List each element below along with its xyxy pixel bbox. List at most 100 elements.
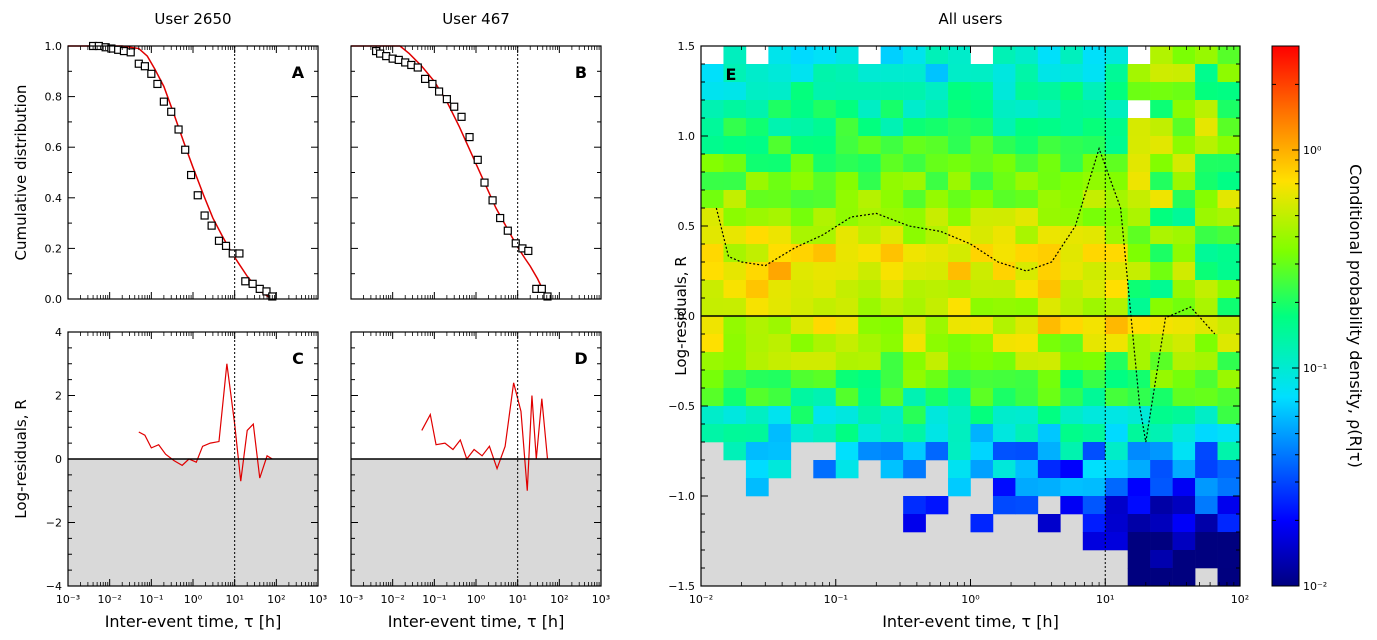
panel-b-data-point [511, 239, 520, 248]
panel-d-xlabel: Inter-event time, τ [h] [388, 612, 565, 631]
panel-e-heat-cell [880, 136, 904, 155]
panel-a-data-point [241, 277, 250, 286]
panel-e-heat-cell [1195, 172, 1218, 191]
panel-e-heat-cell [768, 190, 792, 209]
panel-e-heat-cell [1195, 244, 1218, 263]
panel-e-heat-cell [813, 64, 837, 83]
panel-e-heat-cell [1172, 64, 1196, 83]
colorbar-label: Conditional probability density, ρ(R|τ) [1346, 164, 1365, 468]
panel-e-heat-cell [880, 352, 904, 371]
panel-e-heat-cell [835, 190, 859, 209]
panel-e-heat-cell [1060, 154, 1084, 173]
panel-e-heat-cell [768, 298, 792, 317]
panel-e-heat-cell [813, 460, 837, 479]
panel-e-heat-cell [925, 190, 949, 209]
panel-e-heat-cell [1195, 280, 1218, 299]
panel-e-heat-cell [1060, 316, 1084, 335]
panel-e-heat-cell [880, 172, 904, 191]
panel-e-heat-cell [992, 154, 1016, 173]
panel-e-heat-cell [1217, 424, 1241, 443]
panel-e-heat-cell [745, 82, 769, 101]
panel-e-heat-cell [1037, 334, 1061, 353]
panel-e-heat-cell [1105, 244, 1129, 263]
panel-e-heat-cell [903, 100, 926, 119]
panel-e-heat-cell [835, 334, 859, 353]
panel-e-heat-cell [948, 280, 971, 299]
panel-e-heat-cell [1172, 568, 1196, 587]
panel-e-heat-cell [1217, 46, 1241, 65]
panel-e-heat-cell [925, 442, 949, 461]
panel-c-xtick-label: 10⁻¹ [139, 593, 163, 606]
panel-e-heat-cell [790, 82, 814, 101]
panel-e-heat-cell [992, 82, 1016, 101]
panel-d-letter: D [574, 349, 587, 368]
panel-e-heat-cell [1082, 298, 1106, 317]
panel-e-heat-cell [992, 334, 1016, 353]
panel-e-heat-cell [948, 226, 971, 245]
panel-e-heat-cell [1037, 118, 1061, 137]
panel-e-heat-cell [992, 190, 1016, 209]
panel-e-heat-cell [1195, 388, 1218, 407]
panel-e-heat-cell [1150, 46, 1173, 65]
panel-e-heat-cell [745, 406, 769, 425]
panel-e-heat-cell [1195, 46, 1218, 65]
panel-e-heat-cell [925, 100, 949, 119]
panel-e-heat-cell [992, 442, 1016, 461]
panel-e-heat-cell [1150, 100, 1173, 119]
panel-e-heat-cell [768, 100, 792, 119]
panel-e-heat-cell [858, 298, 881, 317]
panel-e-heat-cell [1195, 226, 1218, 245]
panel-e-heat-cell [745, 442, 769, 461]
panel-e-heat-cell [835, 208, 859, 227]
panel-e-heat-cell [1172, 244, 1196, 263]
panel-e-heat-cell [880, 334, 904, 353]
panel-e-heat-cell [1127, 424, 1151, 443]
panel-e-heat-cell [701, 136, 724, 155]
panel-e-heat-cell [1127, 352, 1151, 371]
panel-e-heat-cell [1127, 496, 1151, 515]
panel-e-heat-cell [1060, 370, 1084, 389]
panel-e-heat-cell [970, 442, 994, 461]
panel-e-heat-cell [1127, 172, 1151, 191]
panel-e-heat-cell [1060, 190, 1084, 209]
panel-c-ytick-label: 0 [55, 453, 62, 466]
panel-e-heat-cell [1082, 442, 1106, 461]
panel-e-heat-cell [813, 280, 837, 299]
panel-e-heat-cell [1105, 208, 1129, 227]
panel-e-heat-cell [1172, 46, 1196, 65]
panel-e-heat-cell [948, 82, 971, 101]
panel-e-heat-cell [1150, 442, 1173, 461]
panel-e-heat-cell [813, 172, 837, 191]
panel-e-heat-cell [1195, 532, 1218, 551]
panel-e-heat-cell [1015, 262, 1039, 281]
panel-e-heat-cell [970, 172, 994, 191]
panel-e-heat-cell [1060, 352, 1084, 371]
panel-e-heat-cell [1217, 154, 1241, 173]
panel-e-heat-cell [1105, 424, 1129, 443]
panel-e-heat-cell [1015, 370, 1039, 389]
panel-e-heat-cell [813, 352, 837, 371]
panel-e-heat-cell [1037, 262, 1061, 281]
panel-e-heat-cell [813, 154, 837, 173]
panel-e-heat-cell [903, 370, 926, 389]
panel-e-xtick-label: 10⁻² [689, 593, 713, 606]
panel-e-heat-cell [1060, 262, 1084, 281]
panel-e-heat-cell [970, 226, 994, 245]
panel-e-heat-cell [813, 370, 837, 389]
panel-e-heat-cell [1105, 514, 1129, 533]
panel-e-heat-cell [1082, 370, 1106, 389]
panel-e-heat-cell [880, 388, 904, 407]
panel-e-heat-cell [970, 190, 994, 209]
panel-e-heat-cell [768, 154, 792, 173]
panel-e-heat-cell [768, 46, 792, 65]
panel-e-heat-cell [835, 388, 859, 407]
panel-e-heat-cell [1127, 514, 1151, 533]
panel-e-heat-cell [948, 262, 971, 281]
panel-e-heat-cell [1082, 190, 1106, 209]
panel-d-xtick-label: 10⁻³ [339, 593, 363, 606]
panel-e-heat-cell [1105, 460, 1129, 479]
panel-e-heat-cell [880, 280, 904, 299]
panel-b-data-point [473, 155, 482, 164]
panel-e-heat-cell [903, 190, 926, 209]
panel-e-heat-cell [880, 244, 904, 263]
